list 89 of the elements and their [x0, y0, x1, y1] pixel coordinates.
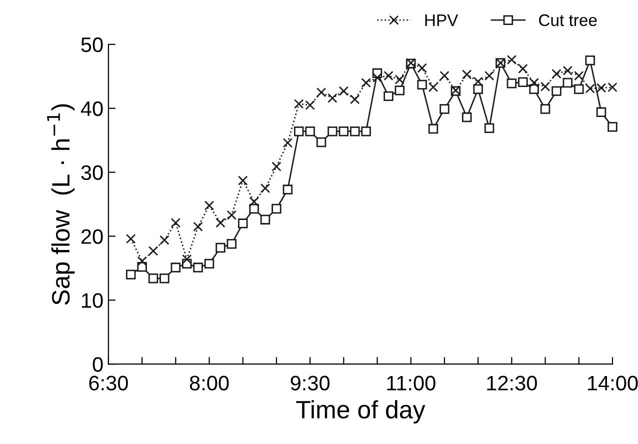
point	[193, 262, 203, 272]
point	[126, 270, 136, 280]
y-tick-label: 20	[81, 229, 103, 244]
point	[361, 126, 371, 136]
point	[148, 246, 158, 256]
point	[574, 70, 584, 81]
point	[160, 274, 170, 284]
x-tick-label: 8:00	[190, 376, 229, 390]
point	[249, 204, 259, 214]
point	[238, 218, 248, 228]
point	[260, 183, 270, 194]
point	[272, 204, 282, 214]
y-tick-label: 40	[80, 101, 103, 116]
point	[440, 70, 450, 81]
point	[294, 126, 304, 136]
point	[506, 54, 517, 65]
point	[216, 242, 226, 253]
point	[328, 126, 338, 136]
point	[272, 162, 282, 172]
point	[338, 86, 349, 96]
point	[585, 56, 595, 66]
x-tick-label: 9:30	[290, 376, 330, 390]
point	[574, 84, 584, 94]
point	[417, 63, 427, 73]
point	[226, 210, 237, 220]
point	[170, 218, 181, 228]
legend-label: Cut tree	[539, 14, 597, 26]
point	[316, 87, 326, 98]
point	[193, 222, 203, 232]
point	[216, 218, 226, 228]
point	[394, 86, 405, 96]
point	[529, 78, 539, 88]
point	[484, 70, 494, 81]
point	[462, 112, 472, 122]
point	[328, 93, 338, 103]
point	[484, 123, 494, 134]
point	[137, 256, 147, 266]
point	[540, 82, 550, 92]
point	[372, 72, 382, 83]
y-tick-label: 30	[81, 165, 103, 180]
x-tick-label: 6:30	[89, 376, 128, 390]
x-axis-title: Time of day	[296, 400, 426, 424]
point	[338, 126, 349, 136]
point	[350, 126, 360, 136]
point	[384, 70, 394, 81]
point	[361, 78, 371, 88]
y-axis-title: Sap flow (L · h$^{−1}$)	[47, 104, 75, 305]
x-tick-label: 14:00	[588, 376, 638, 390]
y-tick-label: 10	[82, 293, 103, 308]
point	[562, 66, 573, 76]
point	[170, 262, 181, 272]
point	[518, 64, 528, 74]
point	[384, 91, 394, 102]
point	[282, 138, 293, 148]
point	[417, 80, 427, 90]
point	[282, 184, 293, 194]
point	[204, 258, 214, 269]
x-tick-label: 11:00	[387, 376, 436, 390]
point	[518, 77, 528, 87]
legend-label: HPV	[425, 14, 458, 26]
point	[552, 86, 562, 96]
point	[305, 126, 315, 136]
point	[506, 78, 517, 88]
point	[394, 74, 405, 84]
point	[473, 84, 483, 94]
point	[350, 94, 360, 104]
point	[316, 137, 326, 148]
point	[182, 254, 192, 264]
point	[562, 78, 573, 88]
point	[473, 76, 483, 86]
x-tick-label: 12:30	[487, 376, 537, 390]
point	[238, 176, 248, 186]
point	[608, 122, 618, 132]
point	[148, 274, 158, 284]
point	[428, 124, 438, 134]
point	[160, 235, 170, 245]
point	[462, 70, 472, 80]
y-tick-label: 0	[92, 357, 103, 372]
point	[540, 104, 550, 114]
point	[260, 214, 270, 224]
point	[428, 82, 438, 92]
y-tick-label: 50	[81, 37, 103, 52]
point	[552, 68, 562, 79]
point	[204, 200, 214, 210]
point	[596, 107, 606, 118]
point	[226, 239, 237, 249]
point	[126, 234, 136, 244]
point	[249, 196, 259, 207]
point	[440, 104, 450, 114]
